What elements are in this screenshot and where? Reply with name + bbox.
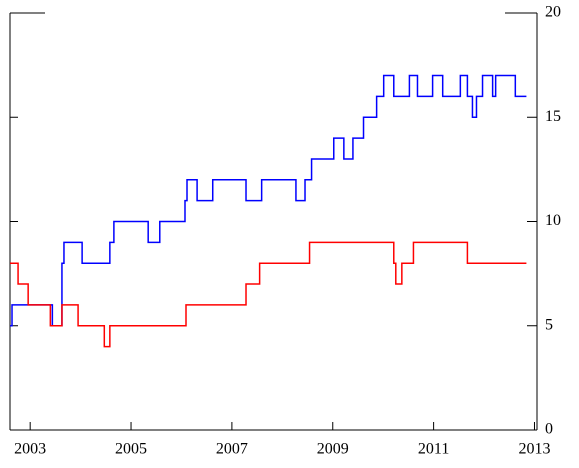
x-tick-label: 2007: [216, 441, 248, 458]
y-tick-label: 10: [545, 212, 561, 229]
y-tick-label: 15: [545, 108, 561, 125]
x-tick-label: 2009: [317, 441, 349, 458]
y-tick-label: 20: [545, 4, 561, 21]
step-line: [10, 74, 527, 327]
step-line: [10, 241, 527, 348]
x-tick-label: 2005: [115, 441, 147, 458]
x-tick-label: 2003: [14, 441, 46, 458]
y-tick-label: 0: [545, 421, 553, 438]
x-tick-label: 2013: [518, 441, 550, 458]
x-tick-label: 2011: [418, 441, 449, 458]
y-tick-label: 5: [545, 316, 553, 333]
